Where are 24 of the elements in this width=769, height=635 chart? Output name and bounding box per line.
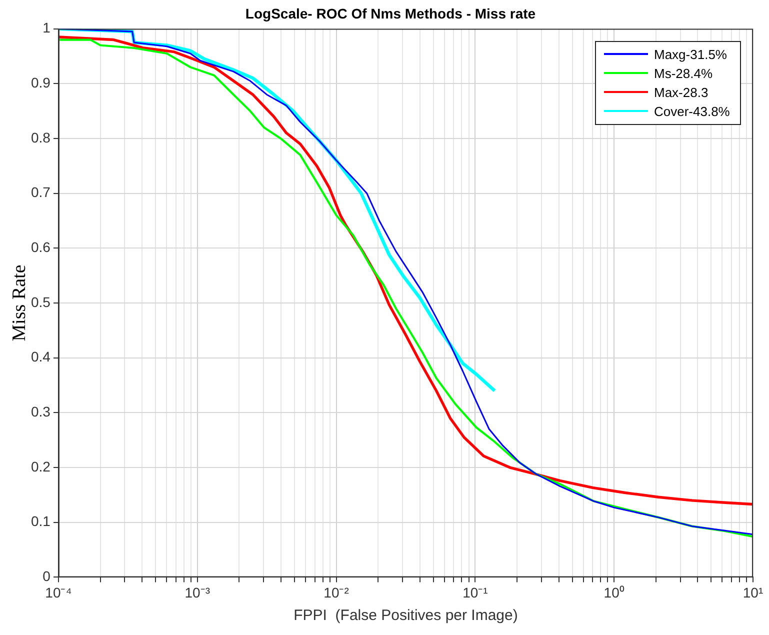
y-tick-label: 0.8 <box>30 129 51 146</box>
y-tick-label: 0.2 <box>30 458 51 474</box>
x-tick-label: 10⁻¹ <box>462 584 488 600</box>
x-tick-label: 10¹ <box>742 584 764 600</box>
y-tick-label: 0.4 <box>30 348 51 365</box>
legend-label: Ms-28.4% <box>654 66 713 81</box>
legend-label: Maxg-31.5% <box>654 46 727 62</box>
y-tick-label: 0.1 <box>30 513 51 530</box>
legend-label: Cover-43.8% <box>654 104 730 119</box>
x-axis-title: FPPI (False Positives per Image) <box>294 607 518 624</box>
y-tick-label: 0.6 <box>30 239 51 256</box>
y-tick-label: 0.5 <box>30 294 51 310</box>
y-tick-label: 1 <box>42 20 51 36</box>
x-tick-label: 10⁻³ <box>184 584 210 600</box>
y-axis-title: Miss Rate <box>8 264 30 342</box>
y-tick-label: 0 <box>42 568 51 584</box>
legend-label: Max-28.3 <box>654 84 708 100</box>
x-tick-label: 10⁰ <box>604 584 624 600</box>
x-tick-label: 10⁻⁴ <box>45 584 72 600</box>
y-tick-label: 0.7 <box>30 184 51 200</box>
y-tick-label: 0.9 <box>30 74 51 90</box>
x-tick-label: 10⁻² <box>324 584 350 600</box>
y-tick-label: 0.3 <box>30 404 51 420</box>
chart-title: LogScale- ROC Of Nms Methods - Miss rate <box>245 5 536 22</box>
